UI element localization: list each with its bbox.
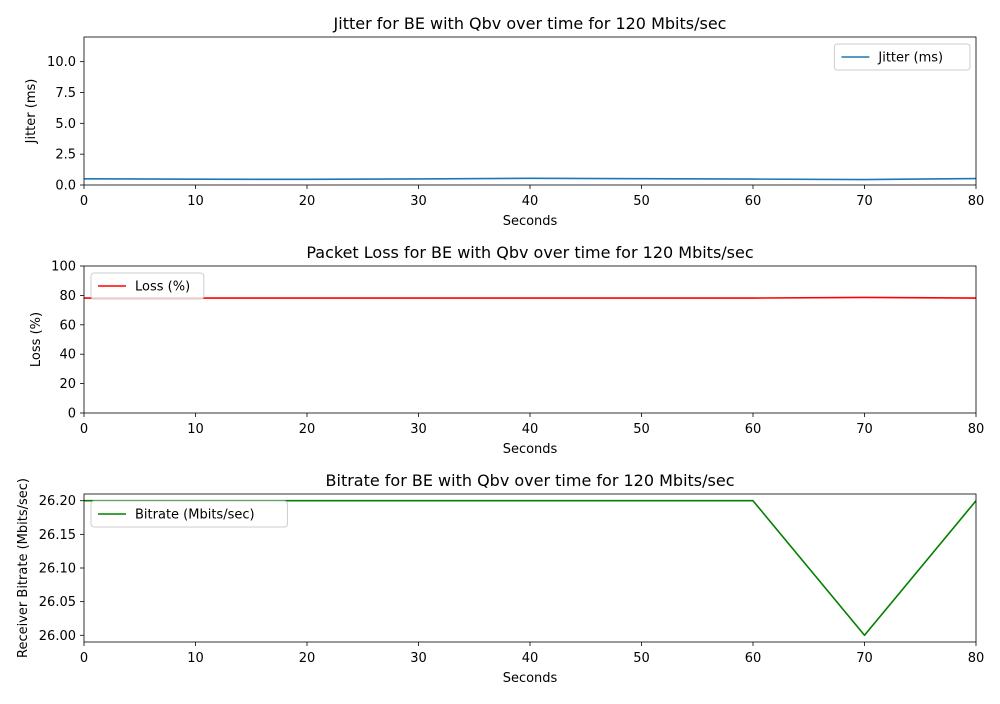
y-tick-label: 0 <box>68 407 76 422</box>
chart-title: Packet Loss for BE with Qbv over time fo… <box>306 243 753 262</box>
x-tick-label: 20 <box>299 194 316 209</box>
x-tick-label: 80 <box>968 422 985 437</box>
x-tick-label: 20 <box>299 422 316 437</box>
x-tick-label: 80 <box>968 651 985 666</box>
legend: Bitrate (Mbits/sec) <box>90 500 288 528</box>
legend-box <box>833 43 971 71</box>
x-tick-label: 10 <box>187 194 204 209</box>
x-tick-label: 0 <box>80 422 88 437</box>
y-tick-label: 80 <box>59 289 76 304</box>
legend: Loss (%) <box>90 272 205 300</box>
y-tick-label: 10.0 <box>47 55 76 70</box>
x-tick-label: 30 <box>410 651 427 666</box>
y-axis-label: Jitter (ms) <box>24 79 39 145</box>
plot-frame <box>83 493 977 643</box>
y-tick-label: 100 <box>51 260 76 275</box>
chart-title: Bitrate for BE with Qbv over time for 12… <box>326 471 735 490</box>
y-axis-label: Receiver Bitrate (Mbits/sec) <box>16 478 31 658</box>
x-tick-label: 10 <box>187 422 204 437</box>
x-tick-label: 70 <box>856 194 873 209</box>
x-tick-label: 40 <box>522 422 539 437</box>
series-line <box>84 296 977 299</box>
x-tick-label: 50 <box>633 422 650 437</box>
y-tick-label: 26.20 <box>39 494 76 509</box>
y-tick-label: 0.0 <box>55 179 76 194</box>
x-tick-label: 50 <box>633 194 650 209</box>
y-tick-label: 26.00 <box>39 629 76 644</box>
series-line <box>83 177 977 181</box>
y-axis-label: Loss (%) <box>29 312 44 367</box>
y-tick-label: 26.15 <box>39 528 76 543</box>
x-axis-label: Seconds <box>503 671 558 686</box>
x-tick-label: 10 <box>187 651 204 666</box>
y-tick-label: 40 <box>59 348 76 363</box>
legend-label: Loss (%) <box>135 280 190 295</box>
subplot-2: Packet Loss for BE with Qbv over time fo… <box>29 243 984 457</box>
legend: Jitter (ms) <box>833 43 971 71</box>
y-tick-label: 2.5 <box>55 148 76 163</box>
x-tick-label: 20 <box>299 651 316 666</box>
y-tick-label: 26.05 <box>39 595 76 610</box>
legend-box <box>90 500 288 528</box>
legend-label: Bitrate (Mbits/sec) <box>135 508 255 523</box>
subplot-1: Jitter for BE with Qbv over time for 120… <box>24 14 984 229</box>
x-tick-label: 30 <box>410 422 427 437</box>
x-tick-label: 60 <box>745 422 762 437</box>
x-tick-label: 80 <box>968 194 985 209</box>
x-tick-label: 0 <box>80 194 88 209</box>
x-tick-label: 50 <box>633 651 650 666</box>
y-tick-label: 26.10 <box>39 562 76 577</box>
chart-title: Jitter for BE with Qbv over time for 120… <box>333 14 727 33</box>
x-axis-label: Seconds <box>503 214 558 229</box>
y-tick-label: 5.0 <box>55 117 76 132</box>
y-tick-label: 7.5 <box>55 86 76 101</box>
x-tick-label: 70 <box>856 651 873 666</box>
x-tick-label: 40 <box>522 651 539 666</box>
y-tick-label: 60 <box>59 318 76 333</box>
legend-label: Jitter (ms) <box>877 51 943 66</box>
subplot-3: Bitrate for BE with Qbv over time for 12… <box>16 471 984 686</box>
x-axis-label: Seconds <box>503 442 558 457</box>
x-tick-label: 60 <box>745 651 762 666</box>
plot-frame <box>83 36 977 186</box>
legend-box <box>90 272 205 300</box>
y-tick-label: 20 <box>59 377 76 392</box>
x-tick-label: 0 <box>80 651 88 666</box>
x-tick-label: 60 <box>745 194 762 209</box>
plot-frame <box>83 265 977 414</box>
x-tick-label: 40 <box>522 194 539 209</box>
x-tick-label: 30 <box>410 194 427 209</box>
x-tick-label: 70 <box>856 422 873 437</box>
